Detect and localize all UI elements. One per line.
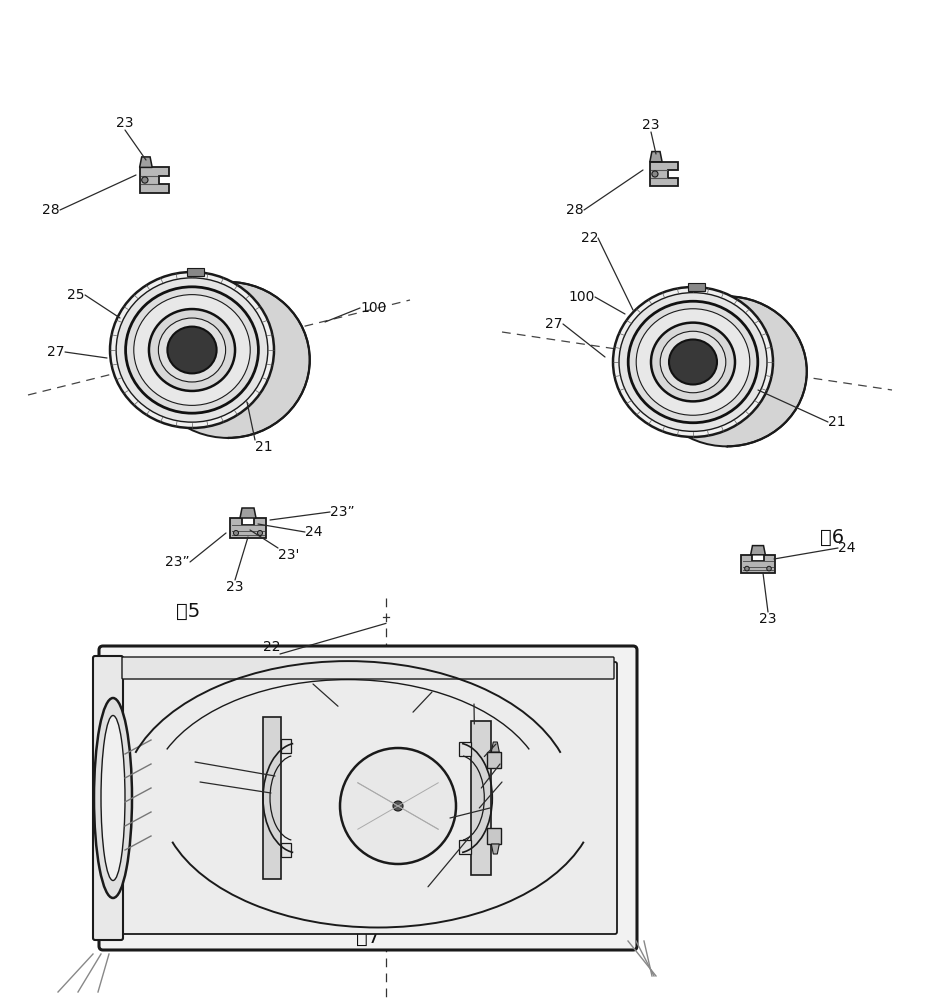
Ellipse shape xyxy=(110,272,274,428)
Polygon shape xyxy=(459,742,472,756)
Polygon shape xyxy=(492,742,499,752)
Ellipse shape xyxy=(94,698,132,898)
Polygon shape xyxy=(742,555,774,573)
FancyBboxPatch shape xyxy=(93,656,123,940)
Circle shape xyxy=(234,530,239,536)
Text: 100: 100 xyxy=(569,290,595,304)
Text: 22: 22 xyxy=(580,231,598,245)
Text: 图5: 图5 xyxy=(176,602,200,621)
Text: 23: 23 xyxy=(642,118,660,132)
Text: 21: 21 xyxy=(828,415,845,429)
Polygon shape xyxy=(459,840,472,854)
Circle shape xyxy=(745,566,749,571)
Ellipse shape xyxy=(126,287,259,413)
Ellipse shape xyxy=(149,309,235,391)
Polygon shape xyxy=(187,268,204,276)
Ellipse shape xyxy=(159,318,225,382)
Text: 图6: 图6 xyxy=(820,528,844,547)
Polygon shape xyxy=(492,844,499,854)
Text: 23”: 23” xyxy=(165,555,190,569)
Text: 27: 27 xyxy=(178,755,195,769)
FancyBboxPatch shape xyxy=(99,646,637,950)
Polygon shape xyxy=(140,157,152,167)
Polygon shape xyxy=(263,717,281,879)
Polygon shape xyxy=(487,828,501,844)
Text: 图7: 图7 xyxy=(356,928,380,947)
Polygon shape xyxy=(230,518,266,538)
Text: 23: 23 xyxy=(116,116,134,130)
Ellipse shape xyxy=(116,278,268,422)
Ellipse shape xyxy=(619,293,767,431)
Polygon shape xyxy=(650,152,662,162)
Ellipse shape xyxy=(651,323,735,401)
Text: 21: 21 xyxy=(496,737,514,751)
Text: 27: 27 xyxy=(48,345,65,359)
Text: 22: 22 xyxy=(262,640,280,654)
Polygon shape xyxy=(688,283,705,291)
Polygon shape xyxy=(281,843,291,857)
Text: 18: 18 xyxy=(472,834,490,848)
Text: 23: 23 xyxy=(759,612,777,626)
Circle shape xyxy=(651,171,658,177)
Ellipse shape xyxy=(669,340,717,384)
Polygon shape xyxy=(650,162,678,186)
Ellipse shape xyxy=(101,716,125,880)
Text: 23”: 23” xyxy=(330,505,355,519)
Text: 19: 19 xyxy=(502,775,520,789)
Polygon shape xyxy=(693,287,727,446)
Text: 28: 28 xyxy=(43,203,60,217)
Polygon shape xyxy=(140,167,169,193)
Text: 27: 27 xyxy=(546,317,563,331)
Circle shape xyxy=(258,530,262,536)
Ellipse shape xyxy=(134,295,250,405)
Circle shape xyxy=(767,566,771,571)
Ellipse shape xyxy=(146,282,310,438)
Text: 26': 26' xyxy=(500,757,521,771)
Ellipse shape xyxy=(629,301,758,423)
Ellipse shape xyxy=(647,296,806,446)
Circle shape xyxy=(340,748,456,864)
FancyBboxPatch shape xyxy=(119,662,617,934)
Polygon shape xyxy=(472,721,492,875)
Text: 24: 24 xyxy=(432,685,450,699)
Text: 23: 23 xyxy=(474,697,492,711)
Polygon shape xyxy=(240,508,256,518)
Polygon shape xyxy=(192,272,227,438)
Text: 23': 23' xyxy=(278,548,300,562)
FancyBboxPatch shape xyxy=(122,657,614,679)
Text: 26: 26 xyxy=(183,775,200,789)
Text: 24: 24 xyxy=(305,525,322,539)
Text: 100: 100 xyxy=(360,301,386,315)
Text: 21: 21 xyxy=(255,440,273,454)
Ellipse shape xyxy=(167,327,217,373)
Circle shape xyxy=(142,177,148,183)
Text: 25: 25 xyxy=(68,288,85,302)
Ellipse shape xyxy=(660,331,726,393)
Text: 28: 28 xyxy=(567,203,584,217)
Ellipse shape xyxy=(636,309,749,415)
Circle shape xyxy=(393,801,403,811)
Text: 24: 24 xyxy=(838,541,856,555)
Text: 25: 25 xyxy=(296,677,313,691)
Text: 20: 20 xyxy=(490,801,508,815)
Polygon shape xyxy=(750,546,766,555)
Polygon shape xyxy=(487,752,501,768)
Polygon shape xyxy=(281,739,291,753)
Text: 23: 23 xyxy=(226,580,243,594)
Ellipse shape xyxy=(613,287,773,437)
